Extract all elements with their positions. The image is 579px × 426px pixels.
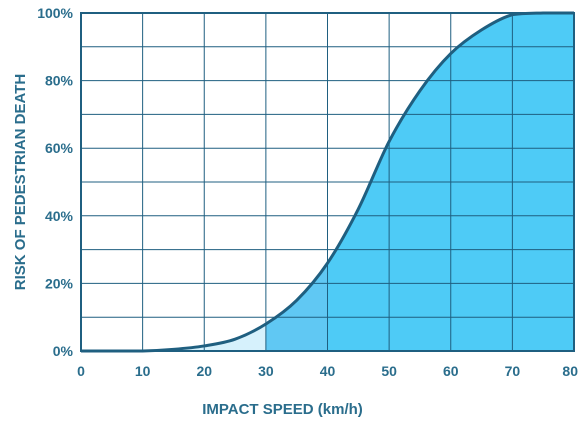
x-tick-label: 30: [258, 363, 274, 379]
x-tick-label: 40: [320, 363, 336, 379]
x-tick-label: 60: [443, 363, 459, 379]
x-tick-label: 10: [135, 363, 151, 379]
y-tick-label: 80%: [45, 73, 74, 89]
y-tick-label: 0%: [53, 343, 74, 359]
plot-frame: [80, 12, 575, 352]
y-tick-label: 40%: [45, 208, 74, 224]
x-tick-labels: 0 10 20 30 40 50 60 70 80: [77, 363, 578, 379]
x-tick-label: 0: [77, 363, 85, 379]
x-tick-label: 70: [505, 363, 521, 379]
grid: [81, 13, 574, 351]
x-tick-label: 50: [381, 363, 397, 379]
risk-curve-line: [80, 11, 574, 353]
x-tick-label: 20: [196, 363, 212, 379]
y-tick-labels: 0% 20% 40% 60% 80% 100%: [37, 5, 73, 359]
y-axis-title: RISK OF PEDESTRIAN DEATH: [12, 74, 29, 290]
y-tick-label: 60%: [45, 140, 74, 156]
x-tick-label: 80: [562, 363, 578, 379]
y-tick-label: 20%: [45, 275, 74, 291]
y-tick-label: 100%: [37, 5, 73, 21]
x-axis-title: IMPACT SPEED (km/h): [202, 401, 363, 418]
